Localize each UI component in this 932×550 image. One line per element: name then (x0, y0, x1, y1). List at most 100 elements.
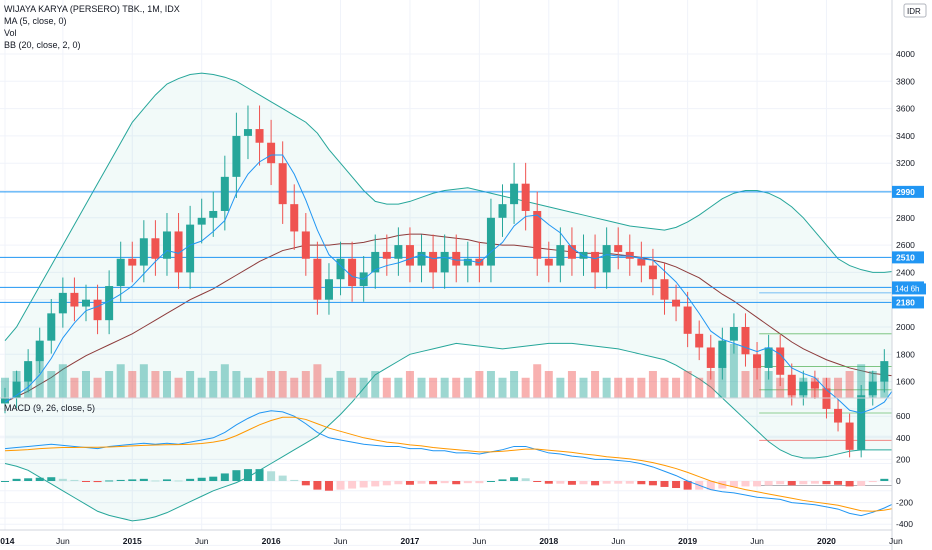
volume-bar (139, 364, 148, 398)
volume-bar (209, 371, 218, 398)
bb-upper-line (4, 72, 932, 341)
volume-bar (533, 364, 542, 398)
volume-bar (648, 371, 657, 398)
macd-hist-bar (278, 475, 287, 481)
macd-hist-bar (70, 479, 79, 481)
price-tick-label: 1600 (896, 377, 915, 387)
candle-body (799, 381, 808, 396)
candle-body (567, 245, 576, 259)
macd-hist-bar (440, 481, 449, 484)
price-tick-label: 3800 (896, 76, 915, 86)
candle-body (463, 258, 472, 266)
macd-tick-label: 200 (896, 454, 910, 464)
macd-hist-bar (486, 481, 495, 482)
macd-hist-bar (591, 481, 600, 486)
candle-body (35, 340, 44, 362)
time-tick-label: Jun (611, 536, 625, 546)
macd-hist-bar (47, 477, 56, 481)
macd-hist-bar (475, 481, 484, 484)
indicator-bb-label[interactable]: BB (20, close, 2, 0) (4, 40, 81, 50)
price-tick-label: 1800 (896, 349, 915, 359)
volume-bar (452, 377, 461, 398)
volume-bar (591, 371, 600, 398)
bb-fill (5, 73, 932, 521)
volume-bar (486, 371, 495, 398)
macd-hist-bar (267, 471, 276, 481)
macd-hist-bar (810, 481, 819, 484)
macd-hist-bar (602, 481, 611, 484)
macd-tick-label: -200 (896, 498, 913, 508)
volume-bar (267, 371, 276, 398)
candle-body (579, 251, 588, 259)
macd-hist-bar (359, 481, 368, 488)
candle-body (232, 135, 241, 177)
macd-legend[interactable]: MACD (9, 26, close, 5) (4, 403, 96, 413)
volume-bar (301, 371, 310, 398)
macd-hist-bar (556, 481, 565, 484)
macd-hist-bar (787, 481, 796, 486)
volume-bar (521, 377, 530, 398)
candle-body (857, 395, 866, 450)
indicator-ma-label[interactable]: MA (5, close, 0) (4, 16, 67, 26)
countdown-badge (892, 283, 926, 295)
macd-hist-bar (868, 481, 877, 483)
volume-bar (556, 377, 565, 398)
volume-bar (857, 364, 866, 398)
candle-body (186, 224, 195, 273)
candle-body (128, 258, 137, 266)
volume-bar (70, 377, 79, 398)
macd-hist-bar (729, 481, 738, 487)
candle-body (556, 245, 565, 266)
macd-tick-label: 600 (896, 411, 910, 421)
price-badge-2990 (892, 185, 924, 198)
time-tick-label: 2019 (678, 536, 697, 546)
candle-body (417, 251, 426, 266)
candle-body (58, 292, 67, 314)
candle-body (776, 347, 785, 375)
candle-body (105, 286, 114, 321)
candle-body (533, 210, 542, 259)
macd-hist-bar (81, 481, 90, 482)
volume-bar (255, 377, 264, 398)
macd-hist-bar (510, 477, 519, 481)
macd-hist-bar (857, 481, 866, 486)
volume-bar (371, 371, 380, 398)
volume-bar (47, 371, 56, 398)
price-tick-label: 2000 (896, 322, 915, 332)
candle-body (695, 333, 704, 348)
candle-body (753, 354, 762, 368)
volume-bar (579, 377, 588, 398)
candle-body (348, 258, 357, 287)
volume-bar (637, 377, 646, 398)
volume-bar (232, 371, 241, 398)
ma-line (4, 154, 932, 414)
volume-bar (174, 377, 183, 398)
candle-body (209, 210, 218, 218)
macd-hist-bar (35, 477, 44, 481)
price-tick-label: 2600 (896, 240, 915, 250)
macd-hist-bar (394, 481, 403, 485)
candle-body (498, 204, 507, 218)
macd-hist-bar (672, 481, 681, 489)
macd-tick-label: 0 (896, 476, 901, 486)
indicator-vol-label[interactable]: Vol (4, 28, 17, 38)
candle-body (845, 422, 854, 450)
bollinger-bands (4, 72, 932, 522)
candle-body (625, 251, 634, 259)
candle-body (486, 217, 495, 266)
macd-hist-bar (880, 478, 889, 481)
candle-body (452, 251, 461, 266)
volume-bar (35, 357, 44, 398)
volume-bar (1, 377, 9, 398)
candle-body (324, 279, 333, 300)
candle-body (116, 258, 125, 287)
macd-hist-bar (544, 481, 553, 484)
volume-bar (128, 371, 137, 398)
macd-hist-bar (764, 481, 773, 486)
countdown-text: 14d 6h (895, 284, 919, 293)
price-tick-label: 2800 (896, 213, 915, 223)
candle-body (440, 251, 449, 273)
volume-bar (753, 364, 762, 398)
time-tick-label: Jun (889, 536, 903, 546)
